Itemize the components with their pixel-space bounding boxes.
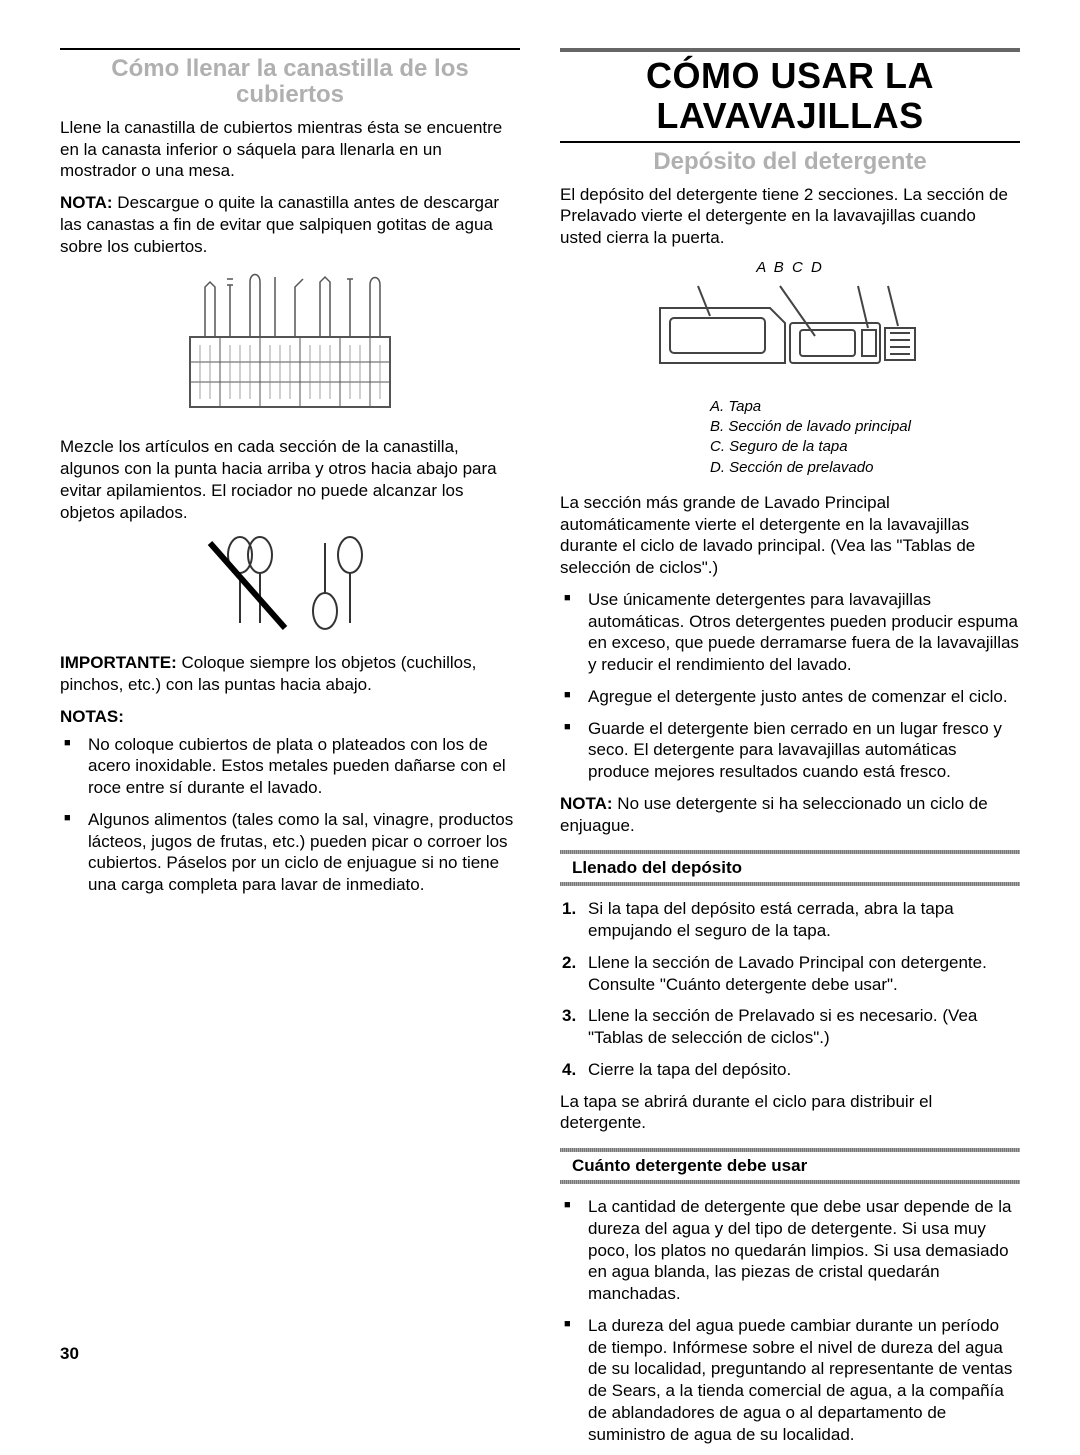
paragraph: El depósito del detergente tiene 2 secci… [560,184,1020,249]
list-item: Use únicamente detergentes para lavavaji… [560,589,1020,676]
list-item: Guarde el detergente bien cerrado en un … [560,718,1020,783]
list-item: La cantidad de detergente que debe usar … [560,1196,1020,1305]
steps-list: Si la tapa del depósito está cerrada, ab… [560,898,1020,1080]
caption-line: C. Seguro de la tapa [710,437,1020,457]
rule [560,1180,1020,1184]
paragraph: NOTA: Descargue o quite la canastilla an… [60,192,520,257]
diagram-letter-labels: A B C D [560,259,1020,276]
page-number: 30 [60,1344,79,1364]
nota-label: NOTA: [560,794,613,813]
caption-line: A. Tapa [710,397,1020,417]
subsection-heading: Llenado del depósito [560,854,1020,882]
basket-illustration [60,267,520,422]
rule [560,48,1020,52]
section-heading-cubiertos: Cómo llenar la canastilla de los cubiert… [60,56,520,109]
rule [60,48,520,50]
subsection-heading: Cuánto detergente debe usar [560,1152,1020,1180]
dispenser-diagram [560,278,1020,383]
list-item: Algunos alimentos (tales como la sal, vi… [60,809,520,896]
nota-text: No use detergente si ha seleccionado un … [560,794,988,835]
paragraph: IMPORTANTE: Coloque siempre los objetos … [60,652,520,696]
list-item: Cierre la tapa del depósito. [560,1059,1020,1081]
list-item: Llene la sección de Lavado Principal con… [560,952,1020,996]
section-heading-deposito: Depósito del detergente [560,149,1020,175]
notas-label: NOTAS: [60,706,520,728]
caption-line: D. Sección de prelavado [710,458,1020,478]
detergent-bullets: Use únicamente detergentes para lavavaji… [560,589,1020,783]
list-item: No coloque cubiertos de plata o plateado… [60,734,520,799]
caption-line: B. Sección de lavado principal [710,417,1020,437]
list-item: Agregue el detergente justo antes de com… [560,686,1020,708]
main-title: CÓMO USAR LA LAVAVAJILLAS [560,56,1020,135]
paragraph: La tapa se abrirá durante el ciclo para … [560,1091,1020,1135]
rule [560,882,1020,886]
list-item: La dureza del agua puede cambiar durante… [560,1315,1020,1446]
list-item: Si la tapa del depósito está cerrada, ab… [560,898,1020,942]
nota-label: NOTA: [60,193,113,212]
nota-text: Descargue o quite la canastilla antes de… [60,193,499,256]
title-line: LAVAVAJILLAS [656,95,923,136]
notas-list: No coloque cubiertos de plata o plateado… [60,734,520,896]
left-column: Cómo llenar la canastilla de los cubiert… [60,48,520,1455]
subsection-cuanto: Cuánto detergente debe usar La cantidad … [560,1148,1020,1445]
list-item: Llene la sección de Prelavado si es nece… [560,1005,1020,1049]
paragraph: La sección más grande de Lavado Principa… [560,492,1020,579]
subsection-llenado: Llenado del depósito Si la tapa del depó… [560,850,1020,1134]
importante-label: IMPORTANTE: [60,653,177,672]
title-line: CÓMO USAR LA [646,55,934,96]
right-column: CÓMO USAR LA LAVAVAJILLAS Depósito del d… [560,48,1020,1455]
cuanto-bullets: La cantidad de detergente que debe usar … [560,1196,1020,1445]
paragraph: Llene la canastilla de cubiertos mientra… [60,117,520,182]
diagram-caption: A. Tapa B. Sección de lavado principal C… [710,397,1020,478]
utensil-orientation-illustration [60,533,520,638]
rule [560,141,1020,143]
paragraph: NOTA: No use detergente si ha selecciona… [560,793,1020,837]
paragraph: Mezcle los artículos en cada sección de … [60,436,520,523]
